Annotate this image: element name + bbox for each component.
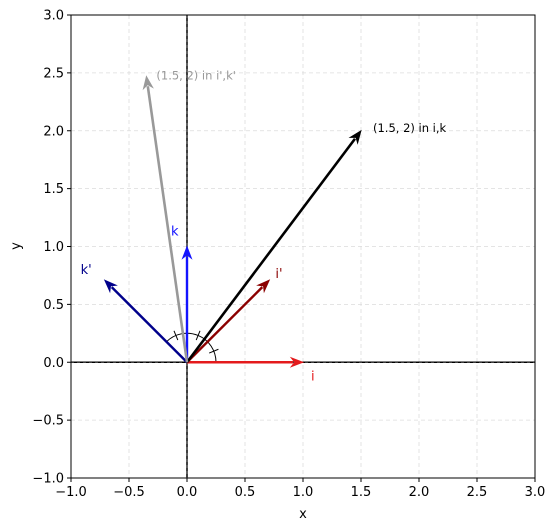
x-tick-label: 0.0: [177, 485, 198, 500]
grid-lines: [71, 15, 535, 478]
x-tick-label: 1.0: [293, 485, 314, 500]
vector-k-head: [181, 245, 193, 260]
x-tick-label: 1.5: [351, 485, 372, 500]
x-tick-label: 2.0: [409, 485, 430, 500]
vectors: i k i' k' (1.5, 2) in i,k (1.5, 2) in i',k': [81, 68, 447, 384]
vector-v_ikp-shaft: [146, 86, 189, 363]
y-tick-label: 1.0: [43, 240, 64, 255]
y-tick-label: 1.5: [43, 182, 64, 197]
y-ticks: −1.0 −0.5 0.0 0.5 1.0 1.5 2.0 2.5 3.0: [32, 9, 71, 487]
angle-arc-tick: [173, 330, 179, 341]
vector-i-head: [289, 356, 305, 368]
angle-arc-tick: [208, 348, 219, 354]
vector-label-k_prime: k': [81, 263, 92, 278]
x-tick-label: 3.0: [525, 485, 546, 500]
vector-label-i: i: [311, 369, 315, 384]
vector-v_ikp: [142, 75, 189, 363]
y-tick-label: 2.0: [43, 124, 64, 139]
y-tick-label: 2.5: [43, 66, 64, 81]
vector-k_prime-head: [103, 279, 118, 294]
y-tick-label: 0.0: [43, 356, 64, 371]
y-tick-label: 3.0: [43, 9, 64, 24]
x-axis-label: x: [299, 507, 307, 522]
vector-i_prime: [186, 279, 271, 364]
angle-arc-tick: [195, 330, 201, 341]
vector-i_prime-shaft: [186, 286, 264, 364]
vector-v_ik: [185, 129, 362, 364]
vector-v_ik-head: [348, 129, 362, 145]
x-tick-label: 2.5: [467, 485, 488, 500]
vector-label-v_ikp: (1.5, 2) in i',k': [156, 68, 236, 82]
angle-arcs: [166, 330, 219, 363]
y-axis-label: y: [9, 242, 24, 250]
vector-v_ikp-head: [142, 75, 154, 91]
x-ticks: −1.0 −0.5 0.0 0.5 1.0 1.5 2.0 2.5 3.0: [55, 478, 545, 500]
vector-label-v_ik: (1.5, 2) in i,k: [373, 121, 447, 135]
x-tick-label: −1.0: [55, 485, 87, 500]
y-tick-label: −1.0: [32, 472, 64, 487]
vector-label-i_prime: i': [275, 267, 282, 282]
vector-label-k: k: [171, 225, 179, 240]
vector-v_ik-shaft: [185, 137, 357, 364]
vector-k_prime-shaft: [110, 286, 188, 364]
vector-i_prime-head: [256, 279, 271, 294]
vector-k_prime: [103, 279, 188, 364]
y-tick-label: 0.5: [43, 298, 64, 313]
x-tick-label: 0.5: [235, 485, 256, 500]
vector-i: [187, 356, 305, 368]
vector-k: [181, 245, 193, 363]
x-tick-label: −0.5: [113, 485, 145, 500]
y-tick-label: −0.5: [32, 414, 64, 429]
